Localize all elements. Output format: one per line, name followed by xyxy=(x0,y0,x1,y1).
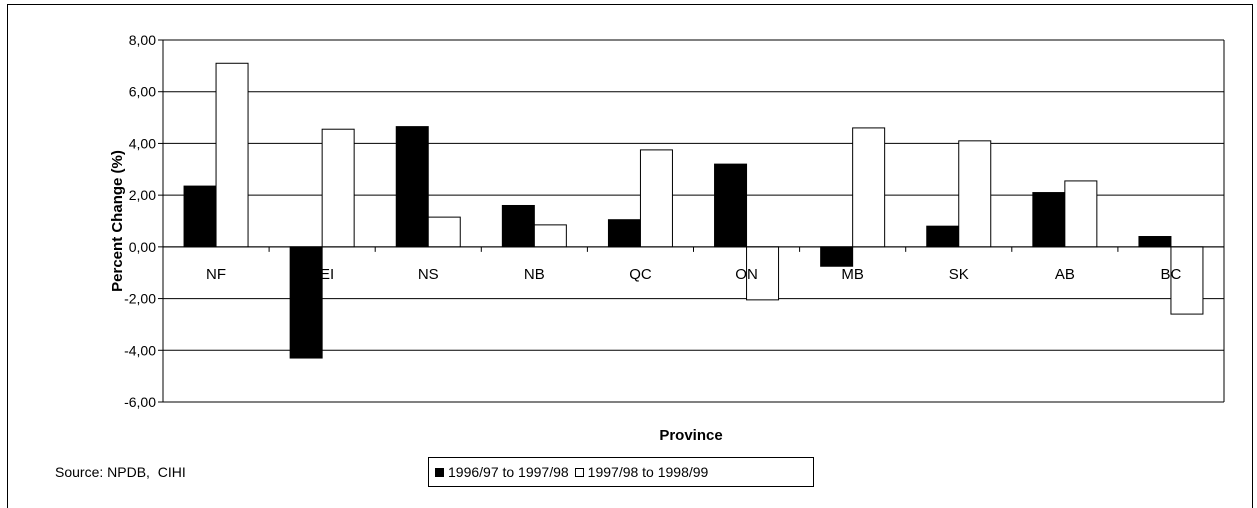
legend-label-series-1: 1996/97 to 1997/98 xyxy=(448,464,569,480)
y-tick-label: -6,00 xyxy=(124,394,156,410)
category-label: MB xyxy=(841,266,864,283)
y-tick-label: -2,00 xyxy=(124,291,156,307)
legend-swatch-series-1 xyxy=(435,467,444,477)
bars xyxy=(183,62,1204,359)
category-label: PEI xyxy=(310,266,334,283)
legend-label-series-2: 1997/98 to 1998/99 xyxy=(587,464,709,480)
bar-nf-series-2 xyxy=(215,62,249,248)
category-label: QC xyxy=(629,266,652,283)
legend-item-series-2: 1997/98 to 1998/99 xyxy=(574,464,709,480)
y-tick-labels: -6,00 -4,00 -2,00 0,00 2,00 4,00 6,00 8,00 xyxy=(124,32,156,410)
category-label: NF xyxy=(206,266,226,283)
bar-mb-series-2 xyxy=(852,127,886,248)
x-axis-title: Province xyxy=(659,427,722,444)
category-label: BC xyxy=(1161,266,1182,283)
category-label: NB xyxy=(524,266,545,283)
bar-sk-series-1 xyxy=(926,225,960,248)
y-tick-label: 0,00 xyxy=(129,239,156,255)
y-axis-title: Percent Change (%) xyxy=(109,150,126,292)
y-tick-label: -4,00 xyxy=(124,342,156,358)
bar-nb-series-1 xyxy=(501,204,535,248)
bar-mb-series-1 xyxy=(820,246,854,267)
bar-bc-series-1 xyxy=(1138,236,1172,248)
legend-item-series-1: 1996/97 to 1997/98 xyxy=(435,464,569,480)
bar-qc-series-2 xyxy=(639,149,673,248)
bar-qc-series-1 xyxy=(607,219,641,248)
bar-nf-series-1 xyxy=(183,185,217,248)
legend-swatch-series-2 xyxy=(574,467,584,477)
axes xyxy=(162,40,1225,403)
category-label: ON xyxy=(735,266,758,283)
bar-ns-series-1 xyxy=(395,126,429,248)
bar-ab-series-1 xyxy=(1032,192,1066,248)
source-note: Source: NPDB, CIHI xyxy=(55,464,186,480)
bar-on-series-2 xyxy=(746,246,780,301)
legend: 1996/97 to 1997/98 1997/98 to 1998/99 xyxy=(428,457,814,487)
bar-ab-series-2 xyxy=(1064,180,1098,248)
category-labels: NF PEI NS NB QC ON MB SK AB BC xyxy=(206,266,1181,283)
y-tick-label: 4,00 xyxy=(129,135,156,151)
y-tick-label: 6,00 xyxy=(129,84,156,100)
bar-nb-series-2 xyxy=(533,224,567,248)
bar-bc-series-2 xyxy=(1170,246,1204,315)
y-tick-label: 2,00 xyxy=(129,187,156,203)
bar-ns-series-2 xyxy=(427,216,461,248)
y-tick-label: 8,00 xyxy=(129,32,156,48)
category-label: SK xyxy=(949,266,969,283)
bar-pei-series-2 xyxy=(321,128,355,248)
chart-frame xyxy=(7,4,1253,508)
category-label: AB xyxy=(1055,266,1075,283)
bar-on-series-1 xyxy=(714,163,748,248)
bar-sk-series-2 xyxy=(958,140,992,248)
category-label: NS xyxy=(418,266,439,283)
bar-pei-series-1 xyxy=(289,246,323,359)
